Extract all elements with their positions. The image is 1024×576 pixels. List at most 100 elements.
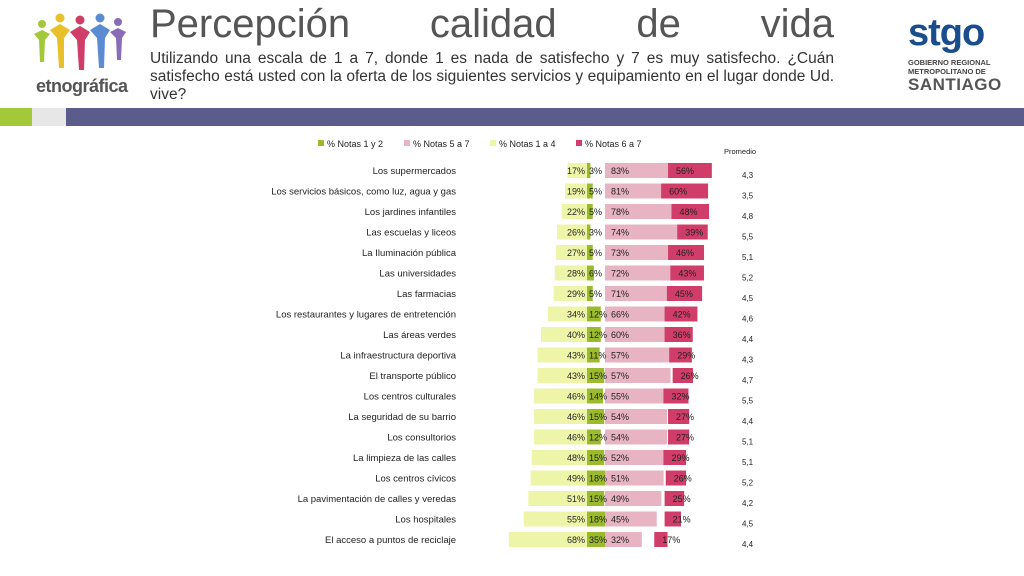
legend-label-0: % Notas 1 y 2 <box>327 139 383 149</box>
bar-notas-1-4 <box>534 388 587 404</box>
people-figures-icon <box>34 13 126 70</box>
bar-notas-1-2 <box>587 204 593 219</box>
bar-notas-5-7 <box>605 532 642 547</box>
category-label: La infraestructura deportiva <box>340 351 456 362</box>
gov-line-3: SANTIAGO <box>908 75 1002 94</box>
value-label-notas-1-4: 48% <box>567 453 585 463</box>
value-label-notas-1-4: 29% <box>567 289 585 299</box>
value-label-notas-5-7: 54% <box>611 433 629 443</box>
bar-notas-5-7 <box>605 265 688 281</box>
value-label-notas-1-2: 18% <box>589 515 607 525</box>
promedio-value: 4,4 <box>742 335 754 344</box>
bar-notas-1-4 <box>557 224 587 240</box>
bar-notas-5-7 <box>605 470 664 486</box>
bar-notas-6-7 <box>670 265 704 281</box>
bar-notas-1-2 <box>587 429 601 445</box>
bar-notas-1-2 <box>587 327 601 342</box>
bar-notas-6-7 <box>668 245 705 260</box>
bar-notas-1-4 <box>530 470 587 486</box>
value-label-notas-5-7: 72% <box>611 269 629 279</box>
stgo-logo: stgo <box>908 12 985 54</box>
value-label-notas-6-7: 27% <box>676 433 694 443</box>
accent-band-gap <box>32 108 66 126</box>
category-label: Los servicios básicos, como luz, agua y … <box>271 187 456 198</box>
bar-notas-1-2 <box>587 491 605 506</box>
bar-notas-1-2 <box>587 224 591 240</box>
promedio-value: 5,2 <box>742 274 754 283</box>
value-label-notas-1-2: 14% <box>589 392 607 402</box>
value-label-notas-1-4: 26% <box>567 228 585 238</box>
page-subtitle: Utilizando una escala de 1 a 7, donde 1 … <box>150 50 834 103</box>
value-label-notas-1-2: 5% <box>589 207 602 217</box>
promedio-value: 5,5 <box>742 233 754 242</box>
value-label-notas-1-2: 5% <box>589 289 602 299</box>
bar-notas-5-7 <box>605 388 669 404</box>
legend-swatch-2 <box>490 140 496 146</box>
value-label-notas-1-4: 43% <box>567 351 585 361</box>
value-label-notas-5-7: 52% <box>611 453 629 463</box>
value-label-notas-5-7: 60% <box>611 330 629 340</box>
bar-notas-6-7 <box>668 163 712 178</box>
bar-notas-1-4 <box>554 265 587 281</box>
bar-notas-1-4 <box>555 245 587 260</box>
value-label-notas-5-7: 73% <box>611 248 629 258</box>
category-label: Los centros culturales <box>364 392 457 403</box>
bar-notas-1-4 <box>523 511 587 527</box>
value-label-notas-6-7: 39% <box>685 228 703 238</box>
value-label-notas-5-7: 71% <box>611 289 629 299</box>
value-label-notas-1-4: 43% <box>567 371 585 381</box>
value-label-notas-5-7: 57% <box>611 371 629 381</box>
value-label-notas-1-4: 55% <box>567 515 585 525</box>
bar-notas-1-2 <box>587 306 601 322</box>
promedio-value: 5,1 <box>742 458 754 467</box>
bar-notas-1-4 <box>528 491 587 506</box>
legend-swatch-1 <box>404 140 410 146</box>
category-label: Las áreas verdes <box>383 330 456 341</box>
bar-notas-1-2 <box>587 450 605 465</box>
promedio-value: 4,3 <box>742 356 754 365</box>
category-label: Los hospitales <box>395 515 456 526</box>
value-label-notas-6-7: 46% <box>676 248 694 258</box>
bar-notas-1-2 <box>587 163 591 178</box>
value-label-notas-5-7: 45% <box>611 515 629 525</box>
value-label-notas-6-7: 60% <box>669 187 687 197</box>
value-label-notas-1-4: 51% <box>567 494 585 504</box>
gov-line-2: METROPOLITANO DE <box>908 67 986 76</box>
bar-notas-5-7 <box>605 286 687 301</box>
bar-notas-6-7 <box>668 429 690 445</box>
page-title: Percepción calidad de vida <box>150 2 834 46</box>
category-label: Los consultorios <box>387 433 456 444</box>
value-label-notas-1-4: 46% <box>567 412 585 422</box>
value-label-notas-6-7: 17% <box>662 535 680 545</box>
value-label-notas-1-2: 15% <box>589 494 607 504</box>
value-label-notas-5-7: 51% <box>611 474 629 484</box>
bar-notas-1-2 <box>587 470 608 486</box>
value-label-notas-5-7: 57% <box>611 351 629 361</box>
category-label: La pavimentación de calles y veredas <box>298 494 457 505</box>
promedio-value: 5,1 <box>742 253 754 262</box>
bar-notas-1-4 <box>541 327 587 342</box>
bar-notas-1-4 <box>534 409 587 424</box>
value-label-notas-1-4: 19% <box>567 187 585 197</box>
bar-notas-6-7 <box>664 327 693 342</box>
bar-notas-1-4 <box>567 163 587 178</box>
promedio-value: 4,5 <box>742 294 754 303</box>
value-label-notas-5-7: 32% <box>611 535 629 545</box>
bar-notas-1-4 <box>537 347 587 363</box>
legend-label-1: % Notas 5 a 7 <box>413 139 470 149</box>
bar-notas-1-4 <box>537 368 587 383</box>
value-label-notas-1-4: 68% <box>567 535 585 545</box>
value-label-notas-6-7: 29% <box>677 351 695 361</box>
category-label: Las escuelas y liceos <box>366 228 456 239</box>
value-label-notas-1-2: 3% <box>589 228 602 238</box>
bar-notas-6-7 <box>664 511 682 527</box>
promedio-value: 5,1 <box>742 438 754 447</box>
value-label-notas-1-4: 17% <box>567 166 585 176</box>
bar-notas-5-7 <box>605 327 674 342</box>
bar-notas-5-7 <box>605 347 671 363</box>
category-label: El acceso a puntos de reciclaje <box>325 535 456 546</box>
value-label-notas-1-4: 28% <box>567 269 585 279</box>
value-label-notas-5-7: 54% <box>611 412 629 422</box>
value-label-notas-6-7: 42% <box>673 310 691 320</box>
bar-notas-6-7 <box>672 368 693 383</box>
